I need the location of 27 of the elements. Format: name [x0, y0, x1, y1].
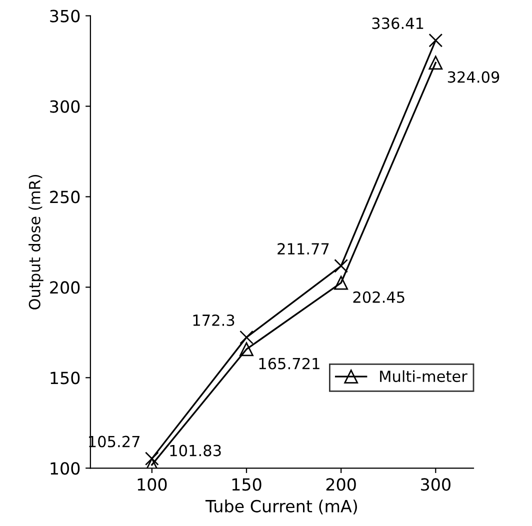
x-tick-label: 100	[138, 478, 167, 491]
y-tick-label: 150	[50, 372, 80, 384]
point	[428, 56, 443, 70]
data-label: 336.41	[372, 18, 424, 30]
x-tick-label: 300	[421, 478, 450, 491]
data-label: 211.77	[278, 243, 329, 254]
y-tick-label: 250	[50, 190, 80, 204]
x-axis-title: Tube Current (mA)	[205, 500, 357, 514]
y-tick-label: 100	[50, 462, 80, 475]
point	[428, 33, 443, 48]
data-label: 165.721	[259, 358, 320, 370]
x-tick-label: 200	[326, 478, 356, 491]
point	[144, 452, 159, 466]
data-label: 324.09	[448, 71, 500, 83]
y-tick-label: 300	[50, 100, 80, 113]
y-axis-title: Output dose (mR)	[28, 174, 44, 310]
data-label: 101.83	[170, 444, 221, 456]
y-tick-label: 350	[50, 10, 80, 22]
point	[334, 276, 348, 290]
data-label: 172.3	[193, 314, 234, 326]
data-label: 202.45	[353, 291, 404, 303]
point	[240, 342, 254, 356]
point	[240, 330, 254, 344]
legend-label: Multi-meter	[380, 370, 468, 382]
y-tick-label: 200	[50, 281, 80, 294]
x-tick-label: 150	[232, 478, 262, 491]
point	[334, 258, 348, 273]
